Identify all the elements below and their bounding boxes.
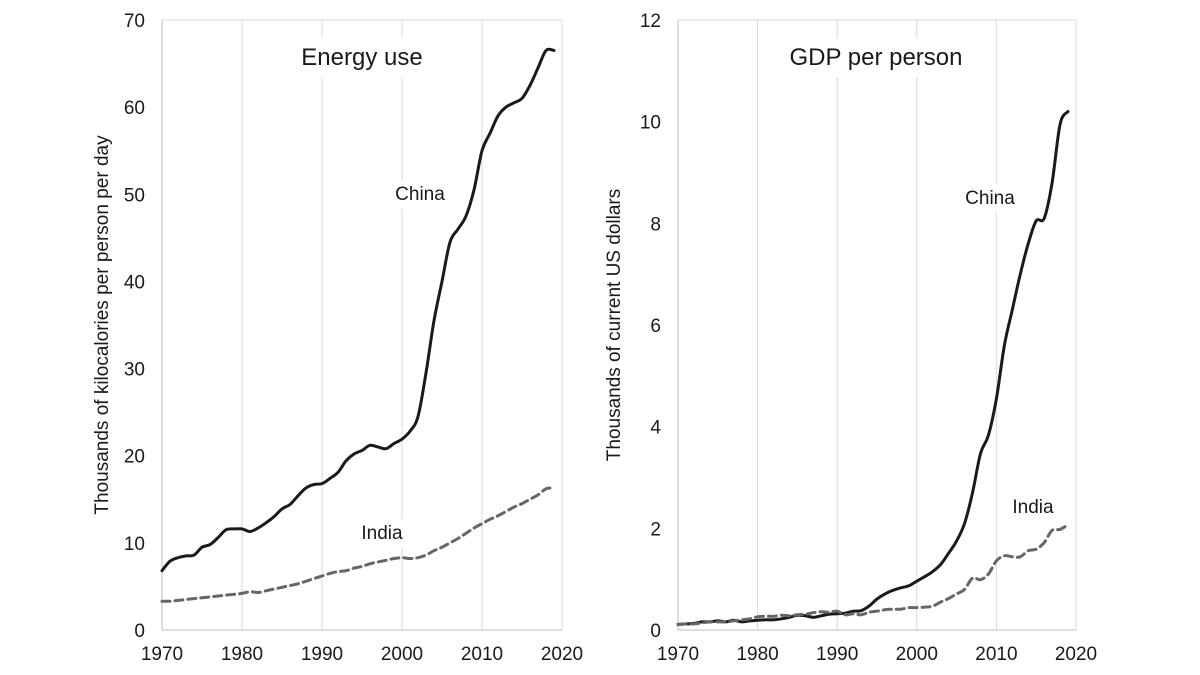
y-tick-label: 30 xyxy=(124,360,145,381)
y-tick-label: 70 xyxy=(124,11,145,32)
india-series-label: India xyxy=(1012,497,1054,518)
x-tick-label: 2000 xyxy=(896,644,938,665)
china-series-label: China xyxy=(965,188,1015,209)
y-tick-label: 4 xyxy=(650,418,661,439)
china-line xyxy=(160,47,556,573)
y-tick-label: 20 xyxy=(124,447,145,468)
x-tick-label: 2000 xyxy=(381,644,423,665)
y-tick-label: 0 xyxy=(134,621,145,642)
y-tick-label: 10 xyxy=(124,534,145,555)
chart-title: Energy use xyxy=(301,44,422,71)
y-tick-label: 0 xyxy=(650,621,661,642)
gdp-per-person-panel: 1970 1980 1990 2000 2010 2020 0 2 4 6 8 10 12 Thousan… xyxy=(604,11,1097,665)
china-label-background xyxy=(955,184,1026,213)
india-series-label: India xyxy=(361,523,403,544)
x-tick-label: 2010 xyxy=(461,644,503,665)
china-series-label: China xyxy=(395,184,445,205)
y-tick-label: 10 xyxy=(640,113,661,134)
x-tick-label: 1980 xyxy=(736,644,778,665)
india-label-background xyxy=(351,519,414,548)
india-line xyxy=(160,486,556,603)
y-tick-label: 40 xyxy=(124,272,145,293)
y-tick-label: 12 xyxy=(640,11,661,32)
x-tick-label: 2020 xyxy=(1055,644,1097,665)
y-tick-label: 60 xyxy=(124,98,145,119)
india-label-background xyxy=(1002,493,1065,522)
chart-title: GDP per person xyxy=(790,44,963,71)
title-background xyxy=(775,38,977,77)
x-tick-label: 1990 xyxy=(301,644,343,665)
x-tick-label: 1970 xyxy=(141,644,183,665)
energy-use-panel: 1970 1980 1990 2000 2010 2020 0 10 20 30 40 50 60 70 T… xyxy=(92,11,583,665)
x-tick-label: 1970 xyxy=(657,644,699,665)
x-tick-label: 2010 xyxy=(975,644,1017,665)
india-line xyxy=(676,523,1070,626)
y-axis-label: Thousands of current US dollars xyxy=(604,189,625,461)
china-label-background xyxy=(385,180,456,209)
china-line xyxy=(676,110,1070,626)
x-tick-label: 1980 xyxy=(221,644,263,665)
y-tick-label: 50 xyxy=(124,185,145,206)
x-tick-label: 1990 xyxy=(816,644,858,665)
y-axis-label: Thousands of kilocalories per person per… xyxy=(92,135,113,515)
x-tick-label: 2020 xyxy=(541,644,583,665)
y-tick-label: 8 xyxy=(650,214,661,235)
y-tick-label: 6 xyxy=(650,316,661,337)
y-tick-label: 2 xyxy=(650,519,661,540)
title-background xyxy=(287,38,437,77)
